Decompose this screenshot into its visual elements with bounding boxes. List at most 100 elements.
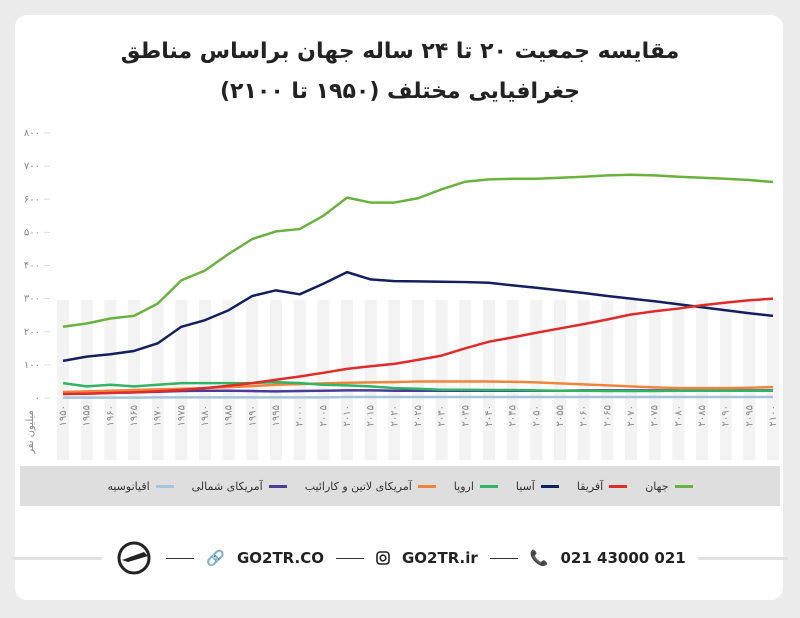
x-tick-label: ۲۰۴۰ [484,405,495,426]
legend-marker [674,484,693,488]
background-stripe [388,300,401,460]
series-line [62,173,774,329]
background-stripe [672,300,685,460]
x-tick-label: ۱۹۹۵ [271,405,282,426]
background-stripe [743,300,756,460]
x-tick-label: ۱۹۷۵ [176,405,187,426]
x-tick-label: ۲۰۵۰ [531,405,542,426]
chart-title: مقایسه جمعیت ۲۰ تا ۲۴ ساله جهان براساس م… [120,39,680,104]
legend-item: اقیانوسیه [107,480,174,493]
background-stripe [128,300,140,460]
y-tick-label: ۳۰۰ [24,294,40,305]
background-stripe [625,300,637,460]
x-tick-label: ۲۰۷۵ [650,405,661,426]
series-line [63,395,773,399]
legend-item: اروپا [454,480,498,493]
legend-marker [155,484,174,488]
legend-marker [479,484,498,488]
legend-item: آمریکای لاتین و کارائیب [305,480,436,493]
background-stripe [530,300,543,460]
x-tick-label: ۱۹۵۵ [82,405,93,426]
background-stripe [767,300,779,460]
legend-label: آسیا [515,479,535,493]
series-line [62,380,773,393]
divider [697,556,788,560]
x-tick-label: ۲۰۲۰ [389,405,400,426]
link-icon: 🔗 [206,549,225,567]
background-stripe [577,300,590,460]
divider [489,557,518,559]
background-stripe [222,300,235,460]
x-tick-label: ۲۰۹۰ [721,405,732,426]
y-axis-label: میلیون نفر [25,410,36,455]
series-line [62,380,774,394]
background-stripe [341,300,353,460]
footer: 🔗 GO2TR.CO GO2TR.ir 📞 021 43000 021 [0,540,800,576]
background-stripe [317,300,330,460]
instagram-icon [376,551,390,565]
background-stripe [151,300,164,460]
background-stripe [719,300,732,460]
x-tick-label: ۱۹۶۵ [129,405,140,426]
x-tick-label: ۲۰۰۰ [295,405,306,426]
legend: جهان آفریقا آسیا اروپا آمریکای لاتین و کارائ… [20,466,780,506]
y-tick-label: ۷۰۰ [24,161,40,172]
x-tick-label: ۱۹۷۰ [153,405,164,426]
legend-label: اروپا [453,479,474,493]
instagram: GO2TR.ir [401,549,478,567]
background-stripe [648,300,661,460]
x-tick-label: ۲۰۳۰ [437,405,448,426]
background-stripe [80,300,93,460]
background-stripe [412,300,424,460]
background-stripe [104,300,117,460]
divider [335,557,364,559]
x-tick-label: ۲۰۶۵ [602,405,613,426]
x-tick-label: ۲۰۶۰ [579,405,590,426]
divider [166,557,195,559]
legend-marker [540,484,559,488]
x-tick-label: ۲۰۹۵ [744,405,755,426]
series-line [62,297,774,396]
logo [117,541,151,575]
legend-item: جهان [645,479,693,493]
website: GO2TR.CO [236,549,324,567]
x-tick-label: ۱۹۹۰ [247,405,258,426]
y-tick-label: ۲۰۰ [24,327,40,338]
divider [12,556,103,560]
y-tick-label: ۴۰۰ [24,261,40,272]
x-tick-label: ۲۰۳۵ [460,405,471,426]
x-tick-label: ۱۹۸۰ [200,405,211,426]
background-stripe [696,300,708,460]
x-tick-label: ۲۰۰۵ [318,405,329,426]
y-tick-label: ۱۰۰ [24,360,40,371]
background-stripe [175,300,188,460]
x-tick-label: ۱۹۶۰ [105,405,116,426]
legend-item: آفریقا [576,479,628,493]
legend-marker [609,484,628,488]
phone: 021 43000 021 [560,549,686,567]
background-stripe [435,300,448,460]
series-line [62,270,774,363]
background-stripe [483,300,495,460]
background-stripe [364,300,377,460]
x-tick-label: ۱۹۵۰ [58,405,69,426]
background-stripe [199,300,211,460]
x-tick-label: ۲۰۸۰ [673,405,684,426]
background-stripe [246,300,259,460]
y-tick-label: ۵۰۰ [24,227,40,238]
background-stripe [601,300,614,460]
x-tick-label: ۲۱۰۰ [768,405,779,426]
legend-label: جهان [645,479,669,493]
x-tick-label: ۲۰۴۵ [508,405,519,426]
legend-label: آفریقا [576,479,604,493]
y-tick-label: ۸۰۰ [24,128,40,139]
background-stripe [554,300,566,460]
legend-marker [268,484,287,488]
x-tick-label: ۲۰۸۵ [697,405,708,426]
y-tick-label: ۶۰۰ [24,194,40,205]
background-stripe [293,300,306,460]
background-stripe [459,300,472,460]
x-tick-label: ۲۰۱۰ [342,405,353,426]
background-stripe [57,300,69,460]
